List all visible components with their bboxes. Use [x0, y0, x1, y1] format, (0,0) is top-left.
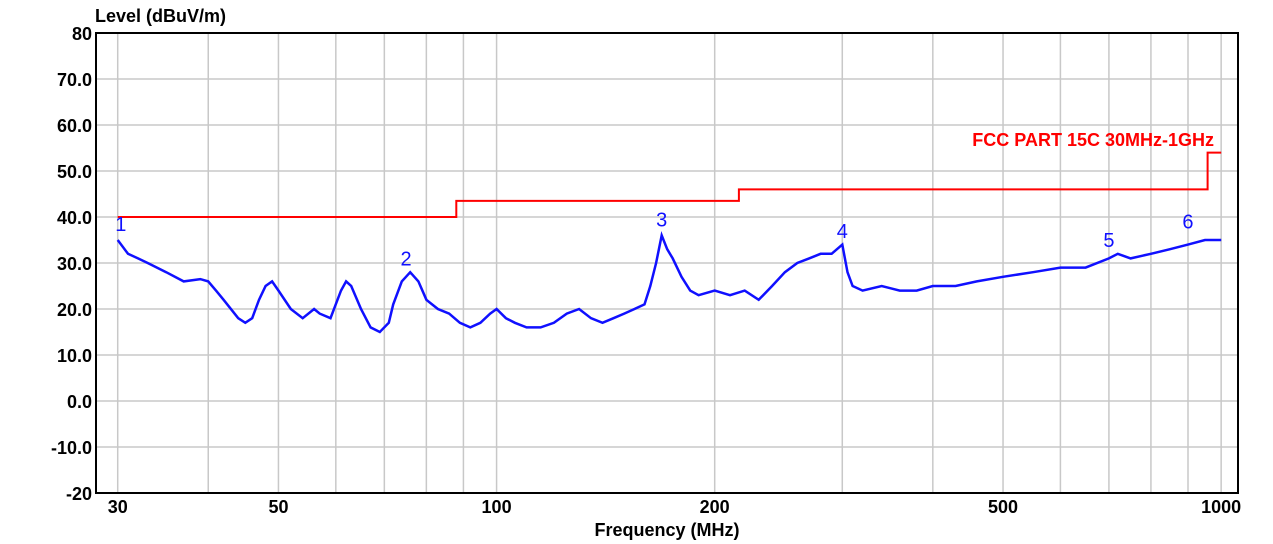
y-tick-label: -10.0 [51, 438, 92, 458]
x-tick-label: 1000 [1201, 497, 1241, 517]
x-tick-label: 100 [482, 497, 512, 517]
y-tick-label: 10.0 [57, 346, 92, 366]
marker-label: 3 [656, 209, 667, 231]
y-axis-label: Level (dBuV/m) [95, 6, 226, 26]
y-tick-label: 30.0 [57, 254, 92, 274]
marker-label: 4 [837, 221, 848, 243]
marker-label: 5 [1103, 230, 1114, 252]
series-line [116, 231, 1222, 334]
x-tick-label: 200 [700, 497, 730, 517]
series-line [117, 151, 1222, 218]
y-tick-label: 0.0 [67, 392, 92, 412]
marker-label: 1 [115, 214, 126, 236]
x-tick-label: 30 [108, 497, 128, 517]
x-axis-label: Frequency (MHz) [594, 520, 739, 540]
y-tick-label: 80 [72, 24, 92, 44]
plot-frame [95, 32, 1239, 494]
x-tick-label: 50 [268, 497, 288, 517]
y-tick-label: 50.0 [57, 162, 92, 182]
y-tick-label: 70.0 [57, 70, 92, 90]
marker-label: 6 [1182, 212, 1193, 234]
y-tick-label: 40.0 [57, 208, 92, 228]
y-tick-label: 60.0 [57, 116, 92, 136]
marker-label: 2 [400, 248, 411, 270]
x-tick-label: 500 [988, 497, 1018, 517]
y-tick-label: -20 [66, 484, 92, 504]
limit-label: FCC PART 15C 30MHz-1GHz [972, 130, 1214, 150]
y-tick-label: 20.0 [57, 300, 92, 320]
